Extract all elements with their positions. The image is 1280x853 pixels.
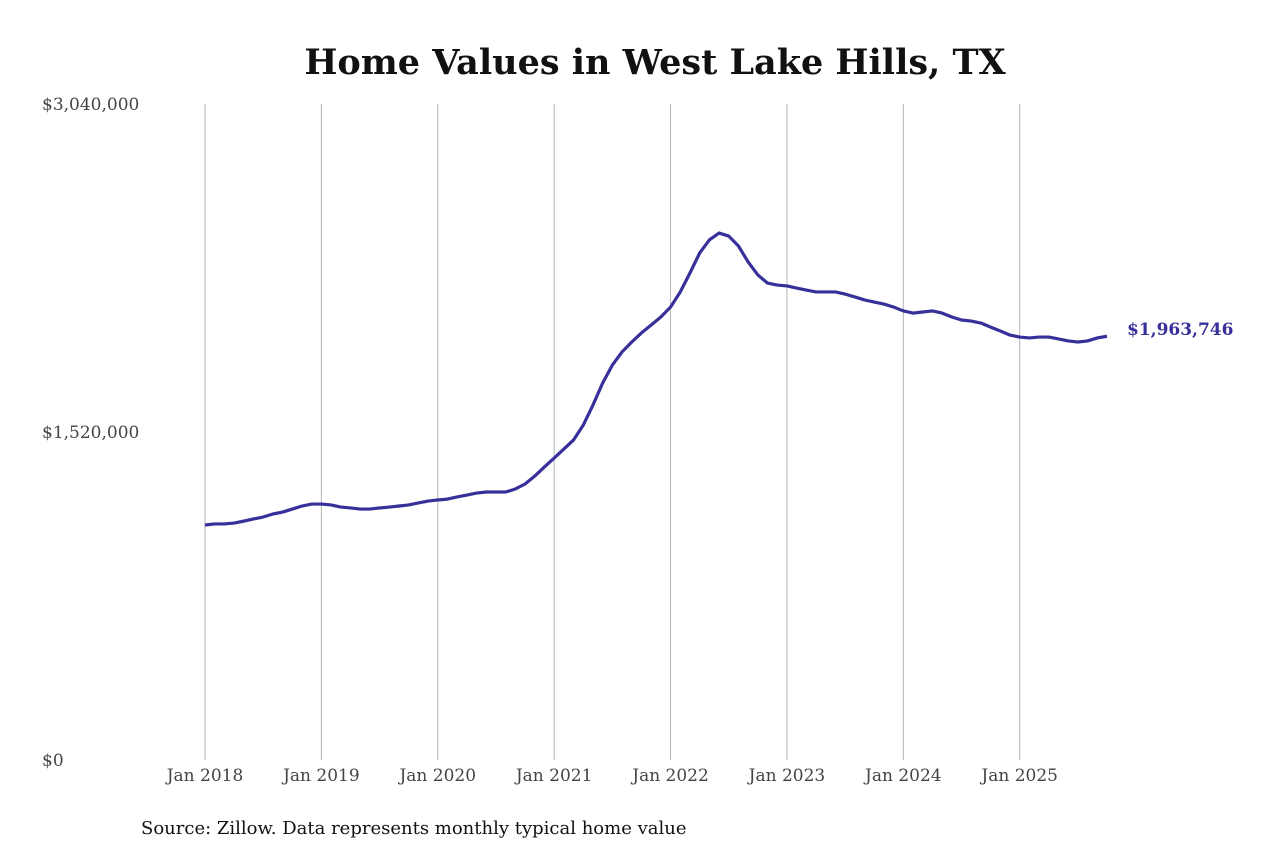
y-tick-label: $0 <box>42 751 64 771</box>
x-tick-label: Jan 2021 <box>514 766 593 786</box>
x-tick-label: Jan 2020 <box>397 766 476 786</box>
chart-title: Home Values in West Lake Hills, TX <box>304 42 1006 83</box>
x-tick-label: Jan 2022 <box>630 766 709 786</box>
x-tick-label: Jan 2018 <box>165 766 244 786</box>
x-tick-label: Jan 2023 <box>747 766 826 786</box>
value-label: $1,963,746 <box>1127 320 1233 340</box>
x-tick-label: Jan 2024 <box>863 766 942 786</box>
x-tick-label: Jan 2019 <box>281 766 360 786</box>
series-line <box>204 231 1108 527</box>
x-tick-label: Jan 2025 <box>979 766 1058 786</box>
y-tick-label: $3,040,000 <box>42 95 139 115</box>
source-note: Source: Zillow. Data represents monthly … <box>141 818 687 839</box>
y-tick-label: $1,520,000 <box>42 423 139 443</box>
